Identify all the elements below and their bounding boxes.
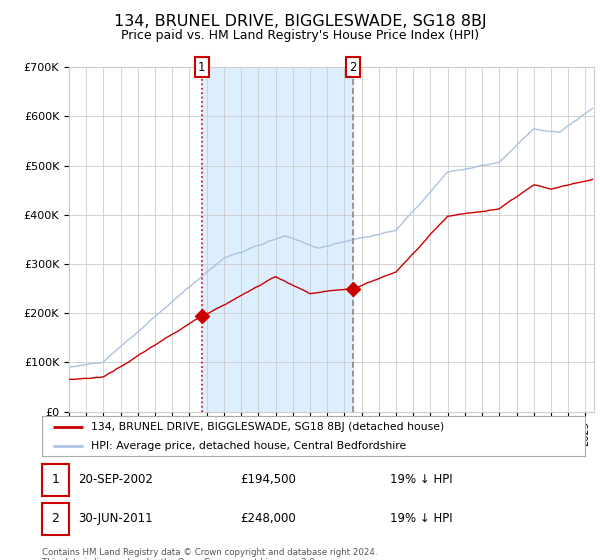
Text: HPI: Average price, detached house, Central Bedfordshire: HPI: Average price, detached house, Cent… [91, 441, 406, 451]
Text: 20-SEP-2002: 20-SEP-2002 [78, 473, 153, 486]
Text: £248,000: £248,000 [240, 512, 296, 525]
Bar [202, 67, 353, 412]
Text: 2: 2 [349, 60, 357, 74]
Text: 1: 1 [52, 473, 59, 486]
Text: 134, BRUNEL DRIVE, BIGGLESWADE, SG18 8BJ: 134, BRUNEL DRIVE, BIGGLESWADE, SG18 8BJ [113, 14, 487, 29]
Text: Price paid vs. HM Land Registry's House Price Index (HPI): Price paid vs. HM Land Registry's House … [121, 29, 479, 42]
Text: 1: 1 [198, 60, 206, 74]
Text: 19% ↓ HPI: 19% ↓ HPI [390, 512, 452, 525]
Text: £194,500: £194,500 [240, 473, 296, 486]
Text: 30-JUN-2011: 30-JUN-2011 [78, 512, 152, 525]
Text: 19% ↓ HPI: 19% ↓ HPI [390, 473, 452, 486]
Text: 2: 2 [52, 512, 59, 525]
Text: 134, BRUNEL DRIVE, BIGGLESWADE, SG18 8BJ (detached house): 134, BRUNEL DRIVE, BIGGLESWADE, SG18 8BJ… [91, 422, 444, 432]
Text: Contains HM Land Registry data © Crown copyright and database right 2024.
This d: Contains HM Land Registry data © Crown c… [42, 548, 377, 560]
